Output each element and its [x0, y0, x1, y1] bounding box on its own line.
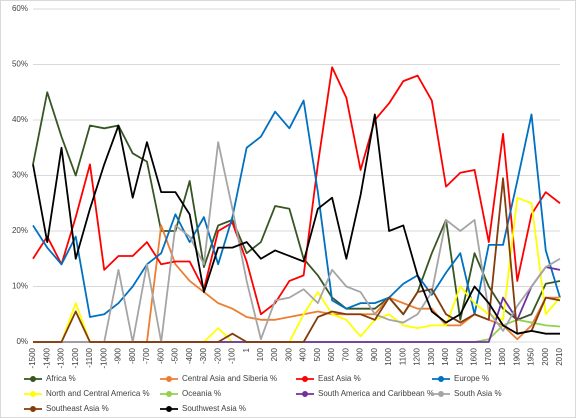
- y-tick-label: 0%: [16, 337, 28, 346]
- legend-label: Central Asia and Siberia %: [182, 374, 277, 383]
- x-tick-label: 1500: [455, 347, 464, 365]
- legend-marker: [30, 376, 36, 382]
- legend-item: Europe %: [432, 374, 489, 383]
- legend-item: Oceania %: [160, 389, 221, 398]
- legend-marker: [166, 391, 172, 397]
- series-line: [32, 99, 561, 318]
- series-line: [32, 91, 561, 321]
- y-tick-label: 30%: [12, 171, 28, 180]
- x-tick-label: 1900: [512, 347, 521, 365]
- x-tick-label: 1400: [441, 347, 450, 365]
- x-tick-label: 900: [370, 347, 379, 361]
- y-tick-label: 20%: [12, 226, 28, 235]
- x-tick-label: 300: [284, 347, 293, 361]
- legend-label: South America and Caribbean %: [318, 389, 434, 398]
- legend-label: Africa %: [46, 374, 76, 383]
- x-tick-label: -100: [228, 347, 237, 364]
- series-line: [32, 66, 561, 316]
- x-tick-label: 1700: [484, 347, 493, 365]
- x-tick-label: -800: [128, 347, 137, 364]
- legend-label: East Asia %: [318, 374, 361, 383]
- x-tick-label: 2000: [541, 347, 550, 365]
- legend-marker: [302, 376, 308, 382]
- x-tick-label: 1300: [427, 347, 436, 365]
- legend-marker: [30, 406, 36, 412]
- x-tick-label: 1800: [498, 347, 507, 365]
- x-tick-label: 1: [242, 347, 251, 352]
- legend-label: South Asia %: [454, 389, 502, 398]
- legend-marker: [30, 391, 36, 397]
- x-tick-label: -1400: [42, 347, 51, 368]
- legend-item: East Asia %: [296, 374, 361, 383]
- x-tick-label: 800: [356, 347, 365, 361]
- x-tick-label: -400: [185, 347, 194, 364]
- legend-item: South America and Caribbean %: [296, 389, 434, 398]
- x-tick-label: 100: [256, 347, 265, 361]
- x-tick-label: -1100: [85, 347, 94, 367]
- x-tick-label: -300: [199, 347, 208, 364]
- legend-label: Southwest Asia %: [182, 404, 246, 413]
- legend-item: Southwest Asia %: [160, 404, 246, 413]
- x-tick-label: -1200: [71, 347, 80, 368]
- y-tick-label: 50%: [12, 60, 28, 69]
- x-tick-label: 400: [299, 347, 308, 361]
- legend-marker: [302, 391, 308, 397]
- x-tick-label: 200: [270, 347, 279, 361]
- x-tick-label: 700: [341, 347, 350, 361]
- x-tick-label: 2010: [555, 347, 564, 365]
- legend-label: Southeast Asia %: [46, 404, 109, 413]
- x-tick-label: -1300: [57, 347, 66, 368]
- legend-item: Central Asia and Siberia %: [160, 374, 277, 383]
- x-tick-label: -200: [213, 347, 222, 364]
- legend-item: South Asia %: [432, 389, 502, 398]
- x-tick-label: -700: [142, 347, 151, 364]
- x-tick-label: 1600: [470, 347, 479, 365]
- y-tick-label: 60%: [12, 4, 28, 13]
- y-tick-label: 40%: [12, 115, 28, 124]
- x-tick-label: -600: [156, 347, 165, 364]
- legend-item: Southeast Asia %: [24, 404, 109, 413]
- x-tick-label: -1000: [99, 347, 108, 368]
- legend-item: North and Central America %: [24, 389, 150, 398]
- legend-marker: [166, 376, 172, 382]
- x-tick-label: 500: [313, 347, 322, 361]
- x-tick-label: 600: [327, 347, 336, 361]
- x-tick-label: -1500: [28, 347, 37, 368]
- y-tick-label: 10%: [12, 282, 28, 291]
- legend-marker: [438, 376, 444, 382]
- x-tick-label: -500: [171, 347, 180, 364]
- legend-marker: [166, 406, 172, 412]
- x-tick-label: -900: [114, 347, 123, 364]
- legend-label: North and Central America %: [46, 389, 150, 398]
- x-tick-label: 1000: [384, 347, 393, 365]
- x-tick-label: 1100: [398, 347, 407, 365]
- series-line: [33, 177, 561, 343]
- legend-item: Africa %: [24, 374, 76, 383]
- legend-marker: [438, 391, 444, 397]
- series-line: [32, 113, 560, 335]
- legend-label: Oceania %: [182, 389, 221, 398]
- x-tick-label: 1950: [527, 347, 536, 365]
- legend-label: Europe %: [454, 374, 489, 383]
- series-line: [33, 141, 561, 343]
- x-tick-label: 1200: [413, 347, 422, 365]
